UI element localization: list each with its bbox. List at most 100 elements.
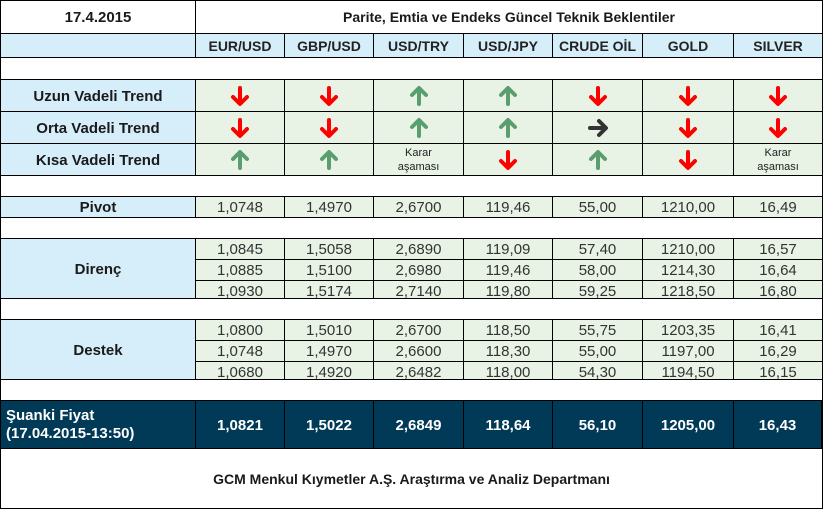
resistance-level-row: 1,0845 1,5058 2,6890 119,09 57,40 1210,00 16,5… bbox=[196, 239, 822, 259]
level-value: 16,64 bbox=[734, 260, 822, 280]
col-header-gold: GOLD bbox=[643, 34, 734, 58]
pivot-value: 1,4970 bbox=[285, 197, 374, 218]
arrow-up-icon bbox=[408, 117, 430, 139]
level-value: 16,29 bbox=[734, 341, 822, 361]
level-value: 118,30 bbox=[464, 341, 553, 361]
level-value: 1,5058 bbox=[285, 239, 374, 259]
arrow-down-icon bbox=[677, 117, 699, 139]
arrow-down-icon bbox=[767, 117, 789, 139]
level-value: 2,6600 bbox=[374, 341, 464, 361]
pivot-label: Pivot bbox=[1, 197, 196, 218]
level-value: 16,15 bbox=[734, 362, 822, 382]
col-header-gbpusd: GBP/USD bbox=[285, 34, 374, 58]
arrow-down-icon bbox=[229, 117, 251, 139]
level-value: 118,50 bbox=[464, 320, 553, 340]
level-value: 1,5100 bbox=[285, 260, 374, 280]
spacer-row bbox=[1, 175, 822, 197]
decision-text: aşaması bbox=[757, 161, 799, 173]
pivot-value: 1,0748 bbox=[196, 197, 285, 218]
level-value: 119,80 bbox=[464, 281, 553, 301]
level-value: 1,4920 bbox=[285, 362, 374, 382]
current-price-value: 16,43 bbox=[734, 401, 822, 449]
level-value: 16,57 bbox=[734, 239, 822, 259]
pivot-row: Pivot 1,0748 1,4970 2,6700 119,46 55,00 … bbox=[1, 196, 822, 218]
pivot-value: 1210,00 bbox=[643, 197, 734, 218]
level-value: 1218,50 bbox=[643, 281, 734, 301]
level-value: 16,41 bbox=[734, 320, 822, 340]
pivot-value: 119,46 bbox=[464, 197, 553, 218]
level-value: 119,09 bbox=[464, 239, 553, 259]
trend-row: Kısa Vadeli Trend Karar aşaması Karar aşamas… bbox=[1, 143, 822, 176]
decision-text: Karar bbox=[764, 147, 792, 159]
level-value: 1,4970 bbox=[285, 341, 374, 361]
col-header-usdjpy: USD/JPY bbox=[464, 34, 553, 58]
trend-cell bbox=[734, 80, 822, 112]
support-level-row: 1,0680 1,4920 2,6482 118,00 54,30 1194,50 16,1… bbox=[196, 361, 822, 382]
decision-text: aşaması bbox=[397, 161, 440, 173]
arrow-down-icon bbox=[677, 85, 699, 107]
level-value: 2,6890 bbox=[374, 239, 464, 259]
trend-cell bbox=[374, 112, 464, 144]
decision-stage-cell: Karar aşaması bbox=[374, 144, 464, 176]
trend-cell bbox=[285, 80, 374, 112]
level-value: 119,46 bbox=[464, 260, 553, 280]
level-value: 1,0680 bbox=[196, 362, 285, 382]
arrow-down-icon bbox=[767, 85, 789, 107]
arrow-down-icon bbox=[497, 149, 519, 171]
trend-cell bbox=[374, 80, 464, 112]
support-block: Destek 1,0800 1,5010 2,6700 118,50 55,75 1203… bbox=[1, 319, 822, 382]
support-level-row: 1,0748 1,4970 2,6600 118,30 55,00 1197,00 16,2… bbox=[196, 340, 822, 361]
footer-row: GCM Menkul Kıymetler A.Ş. Araştırma ve A… bbox=[1, 448, 822, 509]
trend-cell bbox=[553, 144, 643, 176]
arrow-down-icon bbox=[677, 149, 699, 171]
arrow-down-icon bbox=[587, 85, 609, 107]
current-price-value: 56,10 bbox=[553, 401, 643, 449]
report-date: 17.4.2015 bbox=[1, 1, 196, 33]
current-price-row: Şuanki Fiyat (17.04.2015-13:50) 1,0821 1… bbox=[1, 400, 822, 449]
col-header-crude-oil: CRUDE OİL bbox=[553, 34, 643, 58]
level-value: 1,0885 bbox=[196, 260, 285, 280]
trend-label: Uzun Vadeli Trend bbox=[1, 80, 196, 112]
level-value: 54,30 bbox=[553, 362, 643, 382]
decision-text: Karar bbox=[405, 147, 432, 159]
trend-cell bbox=[643, 144, 734, 176]
level-value: 1210,00 bbox=[643, 239, 734, 259]
level-value: 1203,35 bbox=[643, 320, 734, 340]
trend-cell bbox=[464, 80, 553, 112]
resistance-level-row: 1,0885 1,5100 2,6980 119,46 58,00 1214,30 16,6… bbox=[196, 259, 822, 280]
level-value: 1214,30 bbox=[643, 260, 734, 280]
pivot-value: 2,6700 bbox=[374, 197, 464, 218]
level-value: 1194,50 bbox=[643, 362, 734, 382]
resistance-block: Direnç 1,0845 1,5058 2,6890 119,09 57,40 1210… bbox=[1, 238, 822, 301]
level-value: 2,7140 bbox=[374, 281, 464, 301]
current-price-label: Şuanki Fiyat (17.04.2015-13:50) bbox=[1, 401, 196, 449]
current-price-value: 1,5022 bbox=[285, 401, 374, 449]
current-price-value: 1,0821 bbox=[196, 401, 285, 449]
current-price-value: 118,64 bbox=[464, 401, 553, 449]
column-header-row: EUR/USD GBP/USD USD/TRY USD/JPY CRUDE Oİ… bbox=[1, 33, 822, 58]
trend-cell bbox=[285, 112, 374, 144]
trend-cell bbox=[196, 144, 285, 176]
level-value: 16,80 bbox=[734, 281, 822, 301]
col-header-eurusd: EUR/USD bbox=[196, 34, 285, 58]
trend-cell bbox=[553, 80, 643, 112]
trend-label: Orta Vadeli Trend bbox=[1, 112, 196, 144]
decision-stage-cell: Karar aşaması bbox=[734, 144, 822, 176]
trend-cell bbox=[285, 144, 374, 176]
current-price-value: 2,6849 bbox=[374, 401, 464, 449]
level-value: 59,25 bbox=[553, 281, 643, 301]
arrow-up-icon bbox=[497, 85, 519, 107]
pivot-value: 16,49 bbox=[734, 197, 822, 218]
header-corner bbox=[1, 34, 196, 58]
level-value: 1,0800 bbox=[196, 320, 285, 340]
trend-cell bbox=[643, 80, 734, 112]
level-value: 118,00 bbox=[464, 362, 553, 382]
support-label: Destek bbox=[1, 320, 196, 380]
trend-cell bbox=[643, 112, 734, 144]
table-title: Parite, Emtia ve Endeks Güncel Teknik Be… bbox=[196, 1, 822, 33]
trend-cell bbox=[196, 80, 285, 112]
arrow-down-icon bbox=[318, 117, 340, 139]
trend-cell bbox=[734, 112, 822, 144]
pivot-value: 55,00 bbox=[553, 197, 643, 218]
level-value: 58,00 bbox=[553, 260, 643, 280]
